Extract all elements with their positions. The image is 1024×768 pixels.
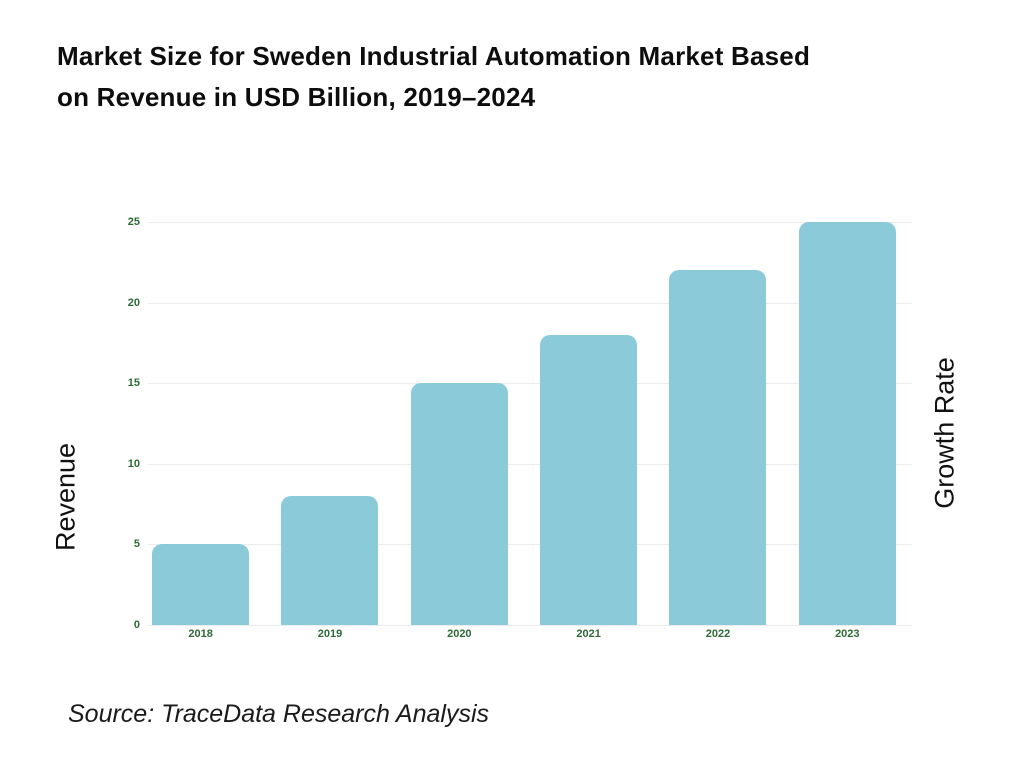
y-tick-label: 15 [127, 377, 140, 390]
y-tick-label: 0 [133, 619, 140, 631]
gridline [148, 625, 912, 626]
bar-slot [524, 222, 653, 625]
bar-2020 [410, 383, 508, 625]
x-tick-label: 2020 [447, 628, 472, 640]
bar-2019 [281, 496, 379, 625]
x-tick-label: 2018 [188, 628, 213, 640]
y-tick-label: 25 [127, 216, 140, 228]
gridline [148, 302, 912, 304]
chart-title-line-1: Market Size for Sweden Industrial Automa… [57, 41, 811, 71]
bar-2023 [798, 222, 896, 625]
chart-title: Market Size for Sweden Industrial Automa… [57, 36, 810, 118]
gridline [148, 544, 912, 546]
bar-slot [783, 222, 912, 625]
gridline [148, 463, 912, 465]
x-tick-label: 2021 [576, 628, 601, 640]
y-axis-label-growth-rate: Growth Rate [929, 357, 960, 509]
source-note: Source: TraceData Research Analysis [68, 700, 490, 728]
bar-slot [136, 222, 265, 625]
x-tick-label: 2023 [835, 628, 860, 640]
plot-area: 0 5 10 15 20 25 [128, 216, 912, 631]
x-tick-label: 2022 [705, 628, 731, 640]
bar-2018 [152, 544, 250, 625]
bar-slot [265, 222, 394, 625]
gridline [148, 383, 912, 385]
bar-slot [653, 222, 782, 625]
bars-layer [136, 222, 912, 625]
gridline [148, 222, 912, 223]
y-tick-label: 5 [133, 538, 140, 551]
bar-2022 [669, 270, 767, 625]
bar-2021 [540, 334, 638, 625]
bar-slot [395, 222, 524, 625]
x-tick-label: 2019 [317, 628, 343, 640]
x-axis-tick-labels: 2018 2019 2020 2021 2022 2023 [136, 628, 912, 640]
y-tick-label: 10 [127, 457, 140, 470]
y-tick-label: 20 [127, 296, 140, 309]
gridlines-layer: 0 5 10 15 20 25 [128, 216, 912, 631]
chart-title-line-2: on Revenue in USD Billion, 2019–2024 [57, 82, 536, 112]
y-axis-label-revenue: Revenue [50, 442, 81, 552]
